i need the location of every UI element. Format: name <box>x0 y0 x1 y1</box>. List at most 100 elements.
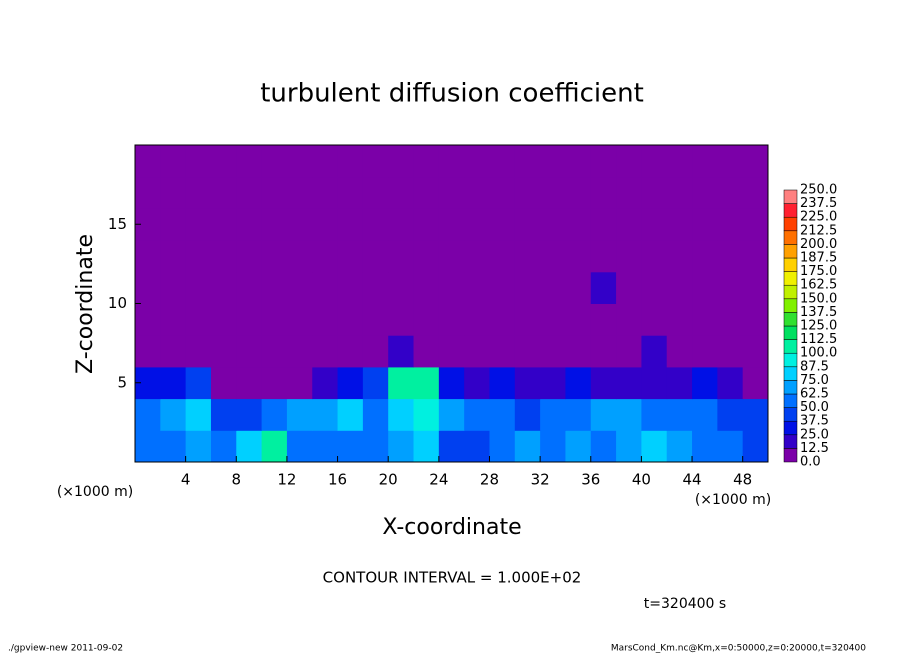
colorbar-label: 87.5 <box>800 359 829 374</box>
heat-cell <box>540 176 566 209</box>
heat-cell <box>616 398 642 431</box>
colorbar-label: 0.0 <box>800 455 821 470</box>
heat-cell <box>438 366 465 400</box>
heat-cell <box>135 240 161 273</box>
colorbar-cell <box>783 393 798 408</box>
colorbar-cell <box>783 230 798 245</box>
heat-cell <box>312 398 339 431</box>
colorbar-label: 12.5 <box>800 441 829 456</box>
heat-cell <box>641 208 668 241</box>
heat-cell <box>666 366 693 400</box>
heat-cell <box>236 271 263 304</box>
heat-cell <box>236 176 263 209</box>
heat-cell <box>135 335 161 368</box>
heat-cell <box>413 145 440 178</box>
heat-cell <box>540 303 566 336</box>
colorbar-label: 37.5 <box>800 414 829 429</box>
heat-cell <box>312 303 339 336</box>
heat-cell <box>742 335 769 368</box>
heat-cell <box>692 176 718 209</box>
heat-cell <box>438 208 465 241</box>
heat-cell <box>464 398 490 431</box>
heat-cell <box>236 240 263 273</box>
heat-cell <box>337 398 364 431</box>
heat-cell <box>236 366 263 400</box>
colorbar-label: 187.5 <box>800 251 837 266</box>
heat-cell <box>210 366 237 400</box>
heat-cell <box>286 366 313 400</box>
heat-cell <box>388 271 415 304</box>
heat-cell <box>261 240 288 273</box>
heat-cell <box>666 335 693 368</box>
heat-cell <box>717 430 744 463</box>
heat-cell <box>438 240 465 273</box>
x-unit: (×1000 m) <box>695 492 771 508</box>
heat-cell <box>160 208 187 241</box>
heat-cell <box>185 398 212 431</box>
heat-cell <box>641 240 668 273</box>
heat-cell <box>261 398 288 431</box>
heat-cell <box>286 430 313 463</box>
heat-cell <box>540 366 566 400</box>
x-tick-label: 24 <box>429 471 448 489</box>
colorbar-cell <box>783 298 798 313</box>
heat-cell <box>210 303 237 336</box>
heat-cell <box>160 145 187 178</box>
heat-cell <box>666 271 693 304</box>
colorbar-label: 137.5 <box>800 305 837 320</box>
colorbar-label: 250.0 <box>800 183 837 198</box>
heat-cell <box>261 335 288 368</box>
heat-cell <box>692 366 718 400</box>
heat-cell <box>666 303 693 336</box>
heat-cell <box>413 398 440 431</box>
heat-cell <box>286 145 313 178</box>
y-unit: (×1000 m) <box>57 484 133 500</box>
heat-cell <box>540 145 566 178</box>
heat-cell <box>261 430 288 463</box>
heat-cell <box>210 176 237 209</box>
colorbar-cell <box>783 380 798 395</box>
heat-cell <box>261 145 288 178</box>
heat-cell <box>337 176 364 209</box>
heat-cell <box>413 240 440 273</box>
colorbar-label: 200.0 <box>800 237 837 252</box>
heat-cell <box>362 145 389 178</box>
heat-cell <box>388 303 415 336</box>
heat-cell <box>135 176 161 209</box>
heat-cell <box>337 240 364 273</box>
heat-cell <box>286 271 313 304</box>
x-tick-label: 48 <box>733 471 752 489</box>
heat-cell <box>185 271 212 304</box>
heat-cell <box>692 145 718 178</box>
heat-cell <box>565 303 592 336</box>
heat-cell <box>641 335 668 368</box>
heat-cell <box>413 176 440 209</box>
heat-cell <box>286 335 313 368</box>
heat-cell <box>489 271 516 304</box>
heat-cell <box>236 208 263 241</box>
colorbar-label: 25.0 <box>800 427 829 442</box>
heat-cell <box>616 208 642 241</box>
heat-cell <box>210 335 237 368</box>
chart-title: turbulent diffusion coefficient <box>260 79 644 109</box>
heat-cell <box>742 208 769 241</box>
colorbar-label: 112.5 <box>800 332 837 347</box>
heat-cell <box>742 145 769 178</box>
colorbar-label: 175.0 <box>800 264 837 279</box>
heat-cell <box>337 271 364 304</box>
heat-cell <box>210 145 237 178</box>
heat-cell <box>514 430 541 463</box>
x-tick-label: 36 <box>581 471 600 489</box>
heat-cell <box>742 430 769 463</box>
heat-cell <box>236 335 263 368</box>
heat-cell <box>236 145 263 178</box>
heat-cell <box>616 335 642 368</box>
heat-cell <box>210 208 237 241</box>
heat-cell <box>362 430 389 463</box>
heat-cell <box>565 366 592 400</box>
heat-cell <box>413 303 440 336</box>
y-tick-label: 15 <box>108 215 127 233</box>
heat-cell <box>312 430 339 463</box>
heat-cell <box>312 366 339 400</box>
